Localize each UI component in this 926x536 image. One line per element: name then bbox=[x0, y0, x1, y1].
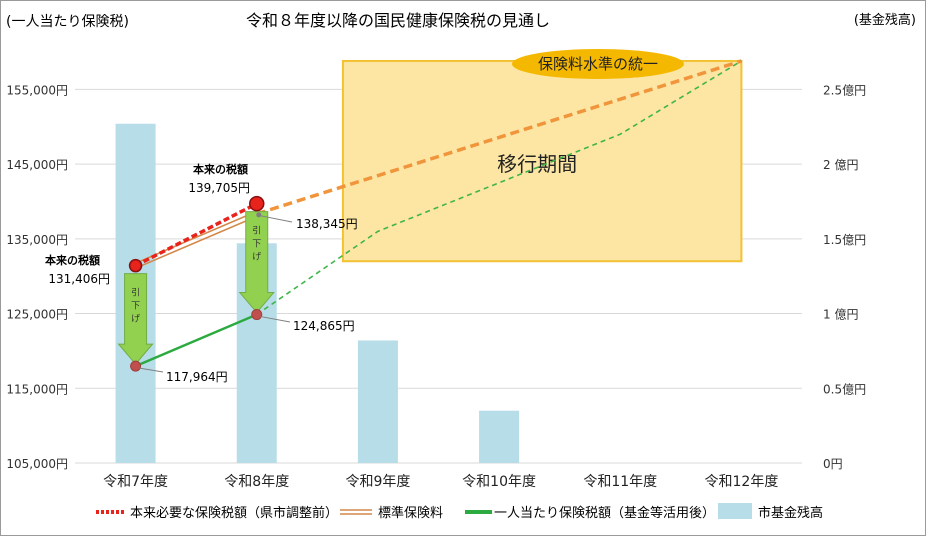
reduction-arrow-label: 引 bbox=[131, 288, 140, 299]
transition-box-layer: 移行期間 保険料水準の統一 bbox=[341, 48, 743, 263]
transition-box bbox=[341, 59, 743, 263]
series-honrai-line bbox=[134, 202, 258, 268]
label-r8-after: 124,865円 bbox=[293, 319, 355, 333]
right-axis-label: (基金残高) bbox=[854, 12, 916, 28]
legend-label: 標準保険料 bbox=[378, 505, 443, 521]
projection-standard bbox=[256, 59, 742, 216]
category-label: 令和12年度 bbox=[705, 474, 779, 490]
line-series bbox=[134, 59, 742, 368]
reduction-arrow-label: 下 bbox=[131, 302, 140, 312]
reduction-arrow bbox=[117, 273, 154, 365]
legend-symbol-bar-blue bbox=[718, 503, 752, 519]
point-honrai bbox=[249, 195, 265, 212]
left-axis-label: (一人当たり保険税) bbox=[6, 14, 129, 30]
transition-badge-label: 保険料水準の統一 bbox=[538, 55, 658, 73]
chart-title: 令和８年度以降の国民健康保険税の見通し bbox=[246, 11, 550, 30]
label-r8-honrai-title: 本来の税額 bbox=[193, 162, 248, 176]
category-label: 令和10年度 bbox=[462, 474, 536, 490]
data-labels: 本来の税額 131,406円 本来の税額 139,705円 138,345円 1… bbox=[45, 162, 358, 384]
right-tick-label: 1 億円 bbox=[823, 308, 858, 322]
category-label: 令和7年度 bbox=[103, 474, 168, 490]
category-labels: 令和7年度 令和8年度 令和9年度 令和10年度 令和11年度 令和12年度 bbox=[103, 474, 778, 490]
reduction-arrow-label: げ bbox=[131, 314, 140, 325]
leader-line bbox=[260, 215, 293, 223]
right-tick-label: 2 億円 bbox=[823, 158, 858, 172]
reduction-arrow-label: 引 bbox=[252, 226, 261, 237]
right-tick-label: 2.5億円 bbox=[823, 83, 866, 97]
data-points bbox=[128, 195, 265, 372]
leader-line bbox=[139, 367, 164, 373]
label-r8-honrai-value: 139,705円 bbox=[188, 181, 250, 195]
series-after-line bbox=[135, 313, 258, 368]
bar bbox=[479, 410, 520, 463]
left-axis-ticks: 105,000円 115,000円 125,000円 135,000円 145,000円… bbox=[6, 83, 68, 471]
transition-label: 移行期間 bbox=[497, 152, 577, 176]
point-honrai bbox=[128, 258, 143, 273]
legend: 本来必要な保険税額（県市調整前） 標準保険料 一人当たり保険税額（基金等活用後）… bbox=[96, 503, 823, 521]
point-after bbox=[251, 309, 263, 321]
label-r7-honrai-title: 本来の税額 bbox=[45, 253, 100, 267]
legend-label: 本来必要な保険税額（県市調整前） bbox=[130, 505, 338, 521]
left-tick-label: 115,000円 bbox=[6, 382, 68, 396]
left-tick-label: 145,000円 bbox=[6, 158, 68, 172]
category-label: 令和8年度 bbox=[224, 474, 289, 490]
legend-label: 一人当たり保険税額（基金等活用後） bbox=[494, 505, 715, 521]
bar bbox=[357, 340, 398, 463]
series-standard-line bbox=[135, 215, 258, 269]
category-label: 令和11年度 bbox=[583, 474, 657, 490]
left-tick-label: 105,000円 bbox=[6, 457, 68, 471]
left-tick-label: 155,000円 bbox=[6, 83, 68, 97]
leader-line bbox=[260, 316, 291, 323]
transition-badge bbox=[511, 48, 684, 79]
right-tick-label: 0円 bbox=[823, 457, 843, 471]
category-label: 令和9年度 bbox=[345, 474, 410, 490]
right-axis-ticks: 0円 0.5億円 1 億円 1.5億円 2 億円 2.5億円 bbox=[823, 83, 866, 471]
reduction-arrow bbox=[238, 211, 275, 314]
point-after bbox=[130, 360, 142, 372]
right-tick-label: 0.5億円 bbox=[823, 382, 866, 396]
right-tick-label: 1.5億円 bbox=[823, 233, 866, 247]
reduction-arrow-label: げ bbox=[252, 252, 261, 263]
legend-label: 市基金残高 bbox=[758, 505, 823, 521]
label-r7-after: 117,964円 bbox=[166, 370, 228, 384]
point-standard bbox=[256, 212, 262, 218]
bar-series bbox=[115, 123, 520, 463]
label-r7-honrai-value: 131,406円 bbox=[48, 272, 110, 286]
left-tick-label: 135,000円 bbox=[6, 233, 68, 247]
reduction-arrow-label: 下 bbox=[252, 240, 261, 250]
label-r8-standard: 138,345円 bbox=[296, 217, 358, 231]
left-tick-label: 125,000円 bbox=[6, 308, 68, 322]
